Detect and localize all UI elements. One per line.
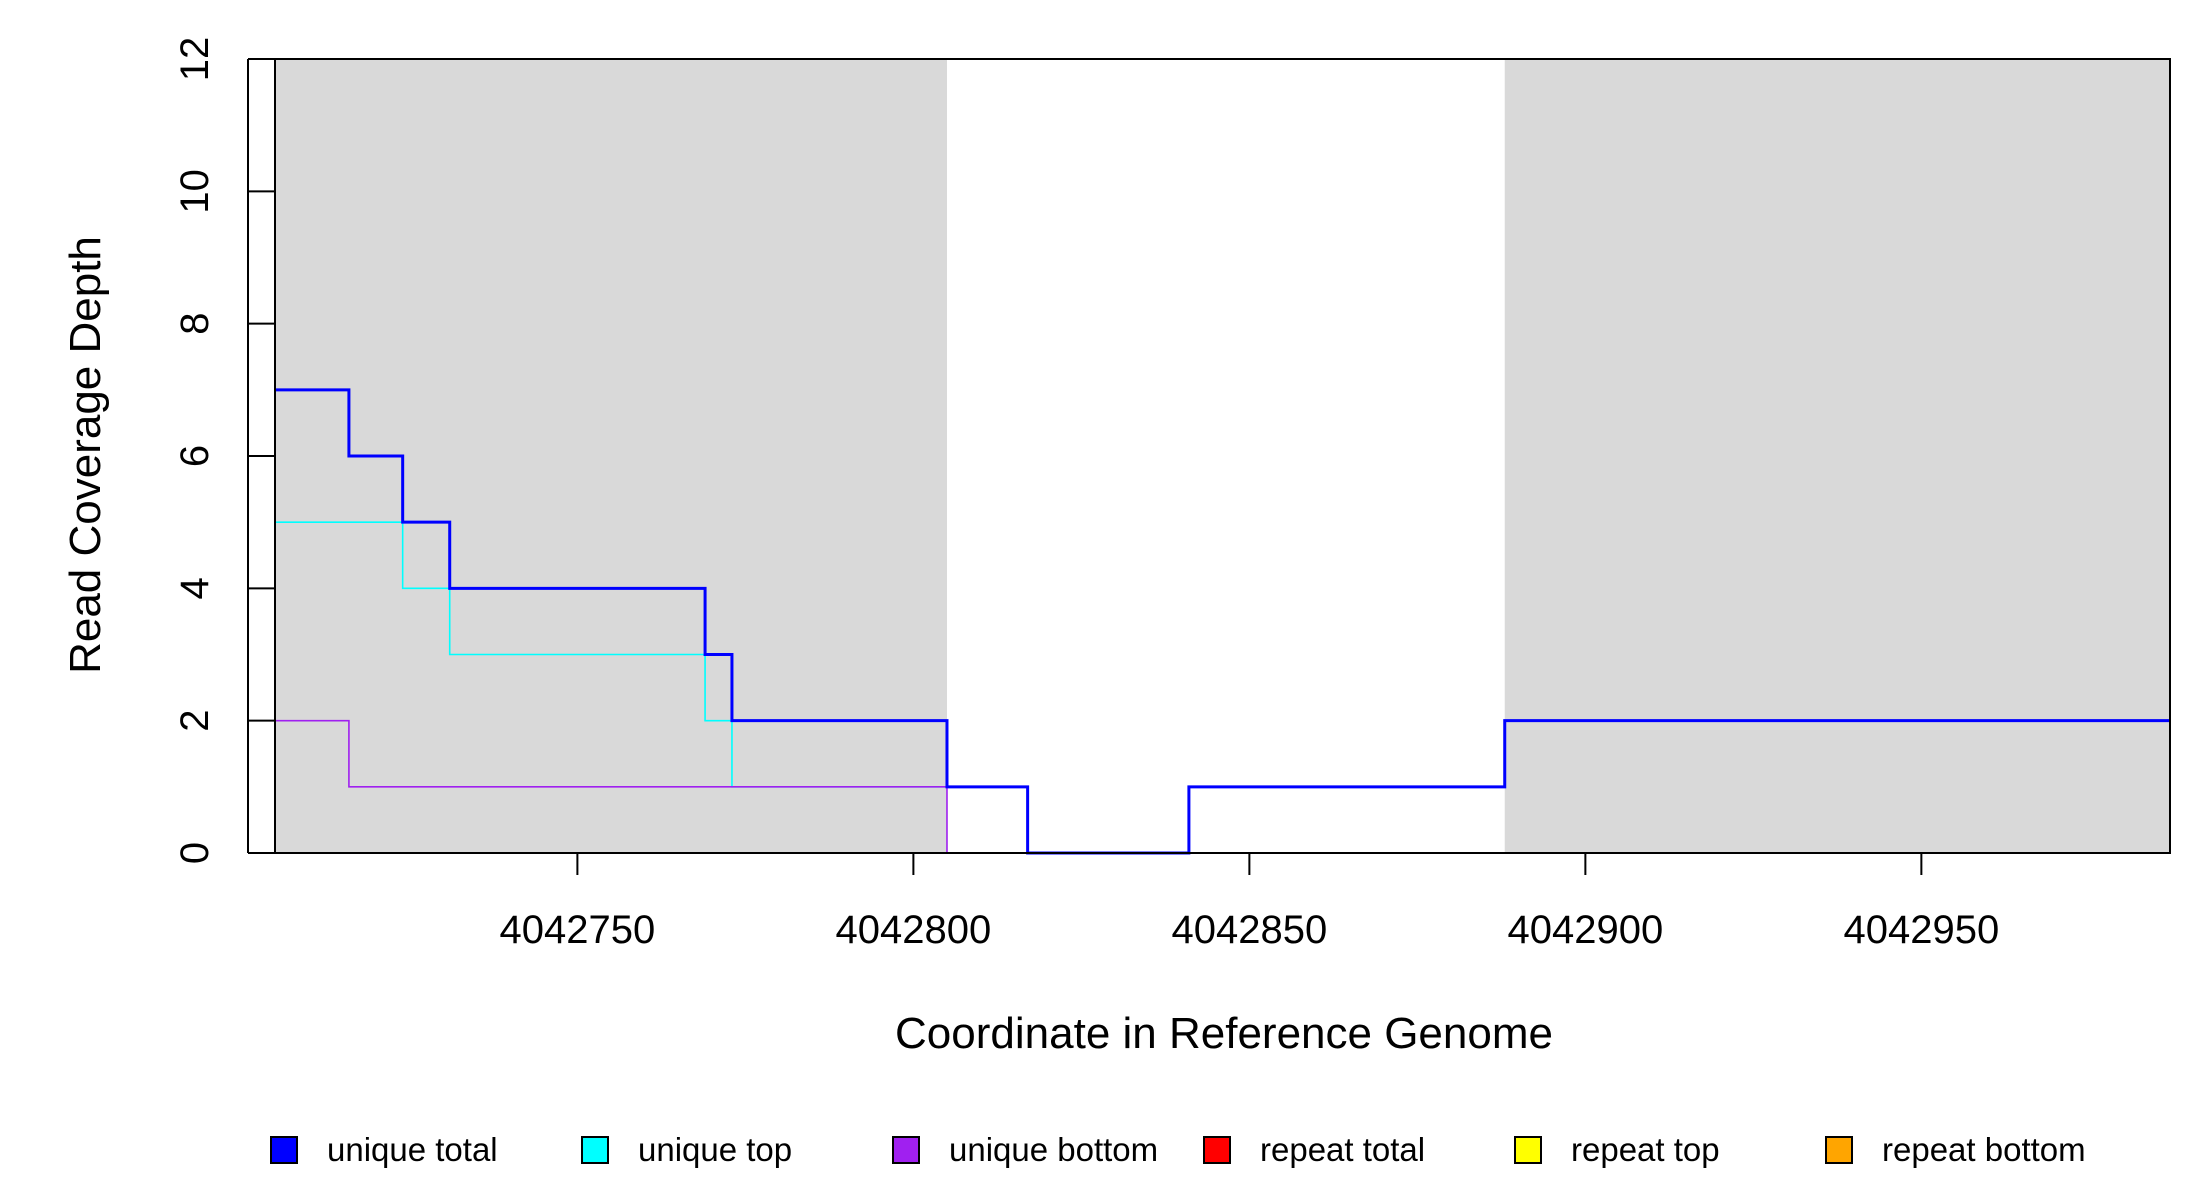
legend-item-unique-total: unique total (270, 1131, 498, 1168)
legend-item-repeat-total: repeat total (1203, 1131, 1425, 1168)
legend-label: unique bottom (949, 1131, 1158, 1168)
legend-label: unique top (638, 1131, 792, 1168)
legend-swatch (1514, 1136, 1542, 1164)
y-tick-label: 4 (173, 577, 217, 599)
legend-swatch (1825, 1136, 1853, 1164)
legend-label: unique total (327, 1131, 498, 1168)
y-tick-label: 6 (173, 445, 217, 467)
y-tick-label: 8 (173, 313, 217, 335)
legend-label: repeat top (1571, 1131, 1720, 1168)
legend-item-unique-top: unique top (581, 1131, 792, 1168)
legend-label: repeat bottom (1882, 1131, 2086, 1168)
x-tick-label: 4042750 (500, 908, 656, 952)
legend-swatch (270, 1136, 298, 1164)
y-tick-label: 2 (173, 710, 217, 732)
shaded-region-1 (1504, 59, 2170, 853)
y-tick-label: 12 (173, 37, 217, 82)
y-axis: 0 2 4 6 8 10 12 (173, 37, 275, 864)
legend-swatch (892, 1136, 920, 1164)
legend: unique total unique top unique bottom repea… (270, 1131, 2086, 1168)
legend-swatch (581, 1136, 609, 1164)
legend-item-unique-bottom: unique bottom (892, 1131, 1158, 1168)
x-tick-label: 4042850 (1172, 908, 1328, 952)
x-tick-label: 4042900 (1508, 908, 1664, 952)
legend-swatch (1203, 1136, 1231, 1164)
legend-item-repeat-top: repeat top (1514, 1131, 1720, 1168)
y-tick-label: 0 (173, 842, 217, 864)
x-axis-label: Coordinate in Reference Genome (895, 1009, 1553, 1058)
series-line-unique-total (275, 388, 2170, 855)
x-axis: 4042750 4042800 4042850 4042900 4042950 (500, 853, 1999, 952)
y-axis-label: Read Coverage Depth (61, 236, 110, 674)
y-tick-label: 10 (173, 169, 217, 214)
legend-label: repeat total (1260, 1131, 1425, 1168)
x-tick-label: 4042800 (836, 908, 992, 952)
x-tick-label: 4042950 (1843, 908, 1999, 952)
legend-item-repeat-bottom: repeat bottom (1825, 1131, 2086, 1168)
